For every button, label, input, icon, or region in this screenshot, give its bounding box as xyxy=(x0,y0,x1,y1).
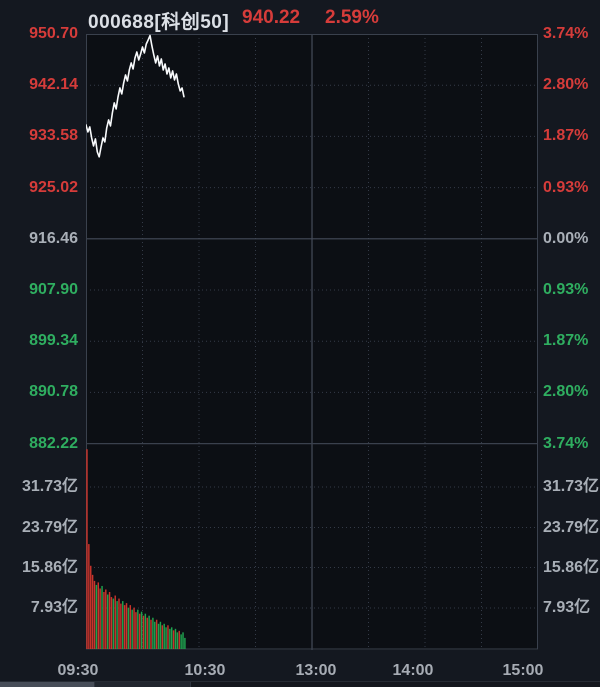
stock-code-name: 000688[科创50] xyxy=(88,12,230,33)
volume-label: 23.79亿 xyxy=(21,518,78,536)
pct-label: 0.93% xyxy=(543,281,589,298)
price-label: 907.90 xyxy=(29,281,78,298)
price-label: 950.70 xyxy=(29,25,78,42)
price-label: 933.58 xyxy=(29,127,78,145)
volume-label: 31.73亿 xyxy=(543,478,600,495)
volume-label: 7.93亿 xyxy=(543,599,591,616)
price-label: 899.34 xyxy=(29,332,78,350)
time-label: 09:30 xyxy=(57,662,99,679)
pct-label: 1.87% xyxy=(543,332,589,350)
time-label: 15:00 xyxy=(502,662,544,679)
pct-label: 0.00% xyxy=(543,229,589,247)
chart-plot-area[interactable] xyxy=(85,34,538,650)
pct-label: 2.80% xyxy=(543,76,589,94)
time-label: 13:00 xyxy=(295,662,337,679)
pct-label: 3.74% xyxy=(543,25,589,42)
price-label: 882.22 xyxy=(29,434,78,452)
price-label: 942.14 xyxy=(29,76,78,94)
time-label: 10:30 xyxy=(184,662,226,679)
volume-label: 15.86亿 xyxy=(543,558,600,576)
change-percent: 2.59% xyxy=(325,7,379,28)
scrollbar-thumb[interactable] xyxy=(0,682,95,687)
volume-label: 23.79亿 xyxy=(543,518,600,536)
scrollbar-track-segment xyxy=(95,682,191,687)
chart-header: 000688[科创50] 940.22 2.59% xyxy=(0,3,600,33)
volume-label: 31.73亿 xyxy=(21,478,78,495)
price-label: 916.46 xyxy=(29,229,78,247)
current-price: 940.22 xyxy=(242,7,301,28)
pct-label: 2.80% xyxy=(543,383,589,401)
horizontal-scrollbar[interactable] xyxy=(0,681,600,687)
volume-label: 7.93亿 xyxy=(30,599,78,616)
pct-label: 0.93% xyxy=(543,178,589,196)
price-label: 925.02 xyxy=(29,178,78,196)
pct-label: 3.74% xyxy=(543,434,589,452)
price-line xyxy=(85,34,185,158)
intraday-chart-svg[interactable] xyxy=(85,34,538,650)
pct-label: 1.87% xyxy=(543,127,589,145)
time-label: 14:00 xyxy=(392,662,434,679)
price-label: 890.78 xyxy=(29,383,78,401)
volume-label: 15.86亿 xyxy=(21,558,78,576)
